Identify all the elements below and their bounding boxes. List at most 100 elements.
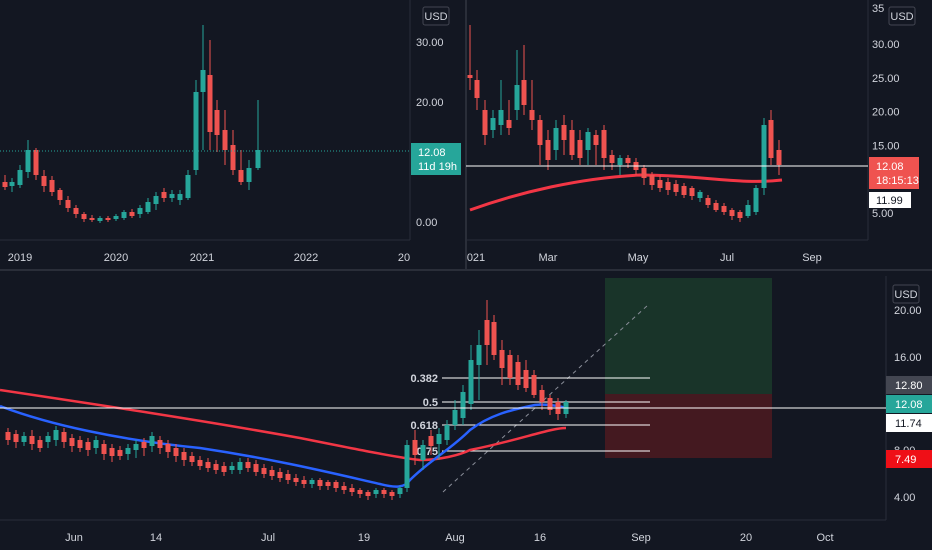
candle-body (77, 440, 83, 448)
candle-body (665, 182, 671, 190)
candle-body (737, 212, 743, 218)
candle-body (73, 208, 79, 214)
currency-badge[interactable] (892, 284, 920, 304)
last-price-tag (886, 395, 932, 413)
y-tick-label: 15.00 (872, 140, 900, 152)
candle-body (277, 472, 283, 478)
candle-body (601, 130, 607, 158)
x-tick-label: 16 (534, 532, 546, 544)
currency-badge[interactable] (422, 6, 450, 26)
candle-body (389, 492, 395, 496)
candle-body (113, 216, 119, 219)
candle-body (768, 120, 774, 158)
x-tick-label: 20 (398, 252, 410, 264)
moving-average-slow (0, 388, 567, 462)
y-tick-label: 20.00 (416, 97, 444, 109)
candle-body (476, 345, 482, 365)
candle-body (101, 444, 107, 454)
x-tick-label: May (628, 252, 649, 264)
candle-body (185, 175, 191, 198)
candle-body (577, 140, 583, 158)
candle-body (181, 452, 187, 460)
candle-body (325, 482, 331, 486)
candle-body (221, 466, 227, 472)
candle-body (349, 488, 355, 492)
candle-body (436, 434, 442, 444)
candle-body (13, 434, 19, 442)
stop-price-tag (886, 450, 932, 468)
x-tick-label: 2019 (8, 252, 32, 264)
currency-label: USD (890, 11, 913, 23)
candle-body (246, 168, 252, 182)
candle-body (213, 464, 219, 470)
candle-body (81, 214, 87, 219)
long-position-stop-zone[interactable] (605, 394, 772, 458)
long-position-profit-zone[interactable] (605, 278, 772, 394)
candle-body (539, 390, 545, 402)
candle-body (491, 322, 497, 355)
target-price-value: 12.80 (895, 380, 923, 392)
candle-body (200, 70, 206, 92)
candle-body (697, 192, 703, 198)
candle-body (753, 188, 759, 212)
currency-badge[interactable] (888, 6, 916, 26)
x-tick-label: 20 (740, 532, 752, 544)
y-tick-label: 20.00 (894, 305, 922, 317)
currency-label: USD (894, 289, 917, 301)
candle-body (381, 490, 387, 494)
candle-body (61, 432, 67, 442)
candle-body (585, 132, 591, 150)
candle-body (165, 444, 171, 452)
candle-body (237, 462, 243, 470)
y-tick-label: 30.00 (872, 39, 900, 51)
candle-body (490, 118, 496, 130)
candle-body (17, 170, 23, 185)
candle-body (373, 490, 379, 494)
currency-label: USD (424, 11, 447, 23)
candle-body (89, 218, 95, 220)
x-tick-label: Sep (802, 252, 822, 264)
candle-body (617, 158, 623, 165)
x-tick-label: 2020 (104, 252, 128, 264)
candle-body (65, 200, 71, 208)
candle-body (341, 486, 347, 490)
candle-body (149, 436, 155, 446)
x-tick-label: Aug (445, 532, 465, 544)
candle-body (25, 150, 31, 172)
candle-body (214, 110, 220, 135)
y-tick-label: 0.00 (416, 217, 437, 229)
candle-body (173, 448, 179, 456)
candle-body (109, 448, 115, 456)
trend-line-dashed[interactable] (442, 304, 649, 493)
x-tick-label: Jun (65, 532, 83, 544)
candle-body (507, 355, 513, 378)
ma-value-tag (869, 192, 911, 208)
candle-body (85, 442, 91, 450)
candle-body (53, 430, 59, 440)
fib-level-label: 0.618 (410, 420, 438, 432)
candle-body (561, 125, 567, 140)
x-tick-label: 2022 (294, 252, 318, 264)
candle-body (523, 370, 529, 388)
ma-value: 11.74 (895, 418, 922, 430)
candle-body (29, 436, 35, 444)
candle-body (689, 188, 695, 196)
candle-body (205, 462, 211, 468)
candle-body (193, 92, 199, 170)
candle-body (553, 128, 559, 150)
last-price-tag (869, 157, 919, 189)
y-tick-label: 35 (872, 3, 884, 15)
candle-body (255, 150, 261, 168)
candle-body (529, 110, 535, 120)
candle-body (420, 445, 426, 460)
candle-body (97, 218, 103, 221)
candle-body (649, 175, 655, 185)
candle-body (761, 125, 767, 188)
candle-body (189, 456, 195, 462)
candle-body (129, 212, 135, 216)
moving-average-line (469, 173, 783, 212)
